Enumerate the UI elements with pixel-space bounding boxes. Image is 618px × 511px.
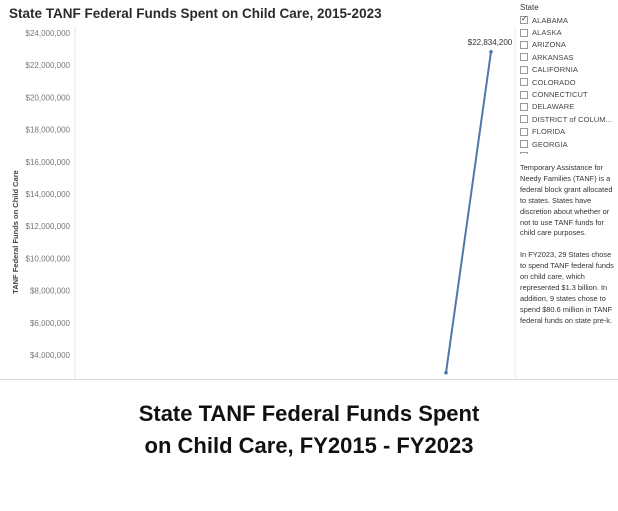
y-tick-label: $16,000,000 [26, 158, 71, 167]
dashboard: $4,000,000 $6,000,000 $8,000,000 $10,000,00… [0, 0, 618, 380]
state-filter-item[interactable]: CONNECTICUT [520, 88, 618, 100]
state-filter-list[interactable]: ALABAMA ALASKA ARIZONA ARKANSAS CALIFORNIA CO… [520, 14, 618, 154]
y-tick-label: $18,000,000 [26, 126, 71, 135]
info-paragraph-1: Temporary Assistance for Needy Families … [520, 163, 613, 238]
state-name: ARIZONA [532, 40, 567, 50]
state-filter-item[interactable]: GEORGIA [520, 138, 618, 150]
caption-line-1: State TANF Federal Funds Spent [138, 401, 480, 426]
state-name: ARKANSAS [532, 52, 574, 62]
y-tick-label: $22,000,000 [26, 61, 71, 70]
data-point [444, 370, 448, 375]
line-chart: $4,000,000 $6,000,000 $8,000,000 $10,000,00… [11, 27, 516, 379]
state-filter-item[interactable]: ALABAMA [520, 14, 618, 26]
info-text: Temporary Assistance for Needy Families … [520, 163, 618, 337]
y-tick-label: $8,000,000 [30, 287, 71, 296]
y-axis-label: TANF Federal Funds on Child Care [11, 170, 20, 294]
sidebar: State ALABAMA ALASKA ARIZONA ARKANSAS CALIFO… [520, 0, 618, 380]
state-filter-item[interactable]: COLORADO [520, 76, 618, 88]
state-name: GEORGIA [532, 139, 568, 149]
y-tick-label: $14,000,000 [26, 190, 71, 199]
state-name: ALABAMA [532, 15, 569, 25]
state-name: ALASKA [532, 28, 562, 38]
y-tick-label: $24,000,000 [26, 29, 71, 38]
state-filter-item[interactable]: CALIFORNIA [520, 64, 618, 76]
state-name: CONNECTICUT [532, 90, 588, 100]
y-tick-label: $20,000,000 [26, 93, 71, 102]
state-name: CALIFORNIA [532, 65, 579, 75]
checkbox[interactable] [520, 127, 528, 136]
state-filter-item[interactable]: DELAWARE [520, 101, 618, 113]
caption: State TANF Federal Funds Spent on Child … [0, 398, 618, 462]
checkbox[interactable] [520, 152, 528, 154]
data-point [489, 49, 493, 54]
state-name: HAWAII [532, 152, 559, 154]
checkbox[interactable] [520, 78, 528, 87]
state-filter-item[interactable]: FLORIDA [520, 126, 618, 138]
checkbox[interactable] [520, 14, 528, 25]
divider [0, 379, 618, 380]
state-name: DISTRICT of COLUM... [532, 114, 613, 124]
y-tick-label: $10,000,000 [26, 254, 71, 263]
checkbox[interactable] [520, 28, 528, 37]
checkbox[interactable] [520, 140, 528, 149]
state-filter-title: State [520, 3, 539, 12]
state-filter-item[interactable]: ARIZONA [520, 39, 618, 51]
state-name: COLORADO [532, 77, 576, 87]
state-name: FLORIDA [532, 127, 566, 137]
y-tick-label: $6,000,000 [30, 319, 71, 328]
checkbox[interactable] [520, 53, 528, 62]
state-filter-item[interactable]: HAWAII [520, 150, 618, 154]
state-filter-item[interactable]: DISTRICT of COLUM... [520, 113, 618, 125]
y-tick-label: $4,000,000 [30, 351, 71, 360]
state-filter-item[interactable]: ARKANSAS [520, 51, 618, 63]
caption-line-2: on Child Care, FY2015 - FY2023 [144, 433, 474, 458]
y-tick-label: $12,000,000 [26, 222, 71, 231]
checkbox[interactable] [520, 40, 528, 49]
checkbox[interactable] [520, 65, 528, 74]
chart-title: State TANF Federal Funds Spent on Child … [9, 6, 382, 21]
series-line [445, 51, 492, 373]
checkbox[interactable] [520, 102, 528, 111]
checkbox[interactable] [520, 115, 528, 124]
state-filter-item[interactable]: ALASKA [520, 26, 618, 38]
state-name: DELAWARE [532, 102, 575, 112]
data-label: $22,834,200 [468, 38, 513, 47]
checkbox[interactable] [520, 90, 528, 99]
info-paragraph-2: In FY2023, 29 States chose to spend TANF… [520, 250, 614, 325]
